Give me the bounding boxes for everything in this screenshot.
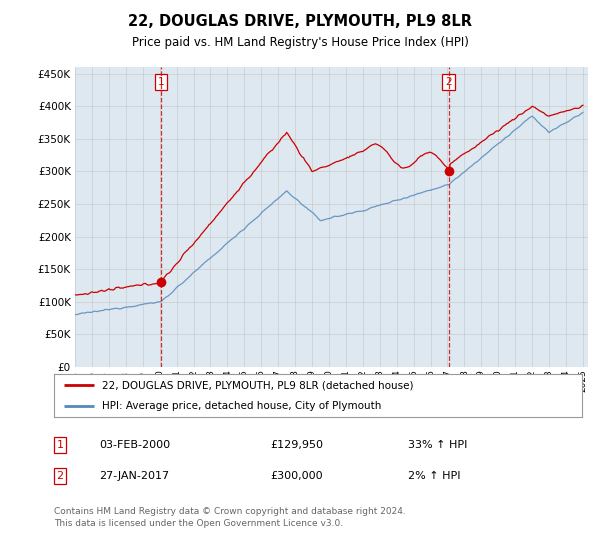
Text: £129,950: £129,950 [270, 440, 323, 450]
Text: 22, DOUGLAS DRIVE, PLYMOUTH, PL9 8LR (detached house): 22, DOUGLAS DRIVE, PLYMOUTH, PL9 8LR (de… [101, 380, 413, 390]
Text: Contains HM Land Registry data © Crown copyright and database right 2024.
This d: Contains HM Land Registry data © Crown c… [54, 507, 406, 528]
Text: 27-JAN-2017: 27-JAN-2017 [99, 471, 169, 481]
Text: 2% ↑ HPI: 2% ↑ HPI [408, 471, 461, 481]
Text: 03-FEB-2000: 03-FEB-2000 [99, 440, 170, 450]
Text: 1: 1 [56, 440, 64, 450]
Text: £300,000: £300,000 [270, 471, 323, 481]
Text: 2: 2 [56, 471, 64, 481]
Text: HPI: Average price, detached house, City of Plymouth: HPI: Average price, detached house, City… [101, 402, 381, 411]
Text: Price paid vs. HM Land Registry's House Price Index (HPI): Price paid vs. HM Land Registry's House … [131, 36, 469, 49]
Text: 1: 1 [158, 77, 164, 87]
Text: 22, DOUGLAS DRIVE, PLYMOUTH, PL9 8LR: 22, DOUGLAS DRIVE, PLYMOUTH, PL9 8LR [128, 14, 472, 29]
Text: 2: 2 [445, 77, 452, 87]
Text: 33% ↑ HPI: 33% ↑ HPI [408, 440, 467, 450]
